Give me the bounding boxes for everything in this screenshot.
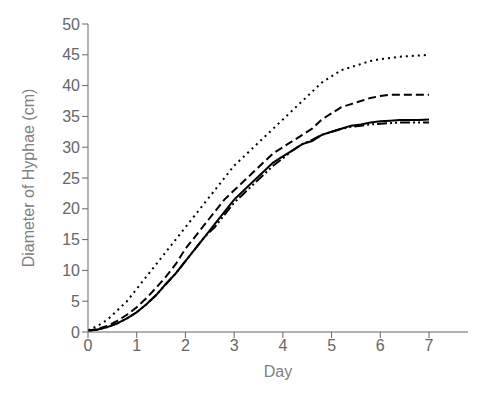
svg-text:6: 6 bbox=[376, 337, 385, 354]
svg-text:0: 0 bbox=[71, 324, 80, 341]
svg-text:2: 2 bbox=[181, 337, 190, 354]
svg-text:30: 30 bbox=[62, 139, 80, 156]
svg-text:4: 4 bbox=[278, 337, 287, 354]
svg-text:20: 20 bbox=[62, 200, 80, 217]
svg-text:15: 15 bbox=[62, 231, 80, 248]
svg-text:1: 1 bbox=[132, 337, 141, 354]
svg-text:10: 10 bbox=[62, 262, 80, 279]
svg-text:5: 5 bbox=[327, 337, 336, 354]
svg-text:0: 0 bbox=[84, 337, 93, 354]
svg-text:Day: Day bbox=[264, 363, 292, 380]
svg-text:Diameter of Hyphae (cm): Diameter of Hyphae (cm) bbox=[20, 89, 37, 268]
svg-text:3: 3 bbox=[230, 337, 239, 354]
svg-text:45: 45 bbox=[62, 46, 80, 63]
svg-text:50: 50 bbox=[62, 16, 80, 33]
svg-text:40: 40 bbox=[62, 77, 80, 94]
svg-text:25: 25 bbox=[62, 170, 80, 187]
svg-text:35: 35 bbox=[62, 108, 80, 125]
svg-text:7: 7 bbox=[425, 337, 434, 354]
svg-text:5: 5 bbox=[71, 293, 80, 310]
